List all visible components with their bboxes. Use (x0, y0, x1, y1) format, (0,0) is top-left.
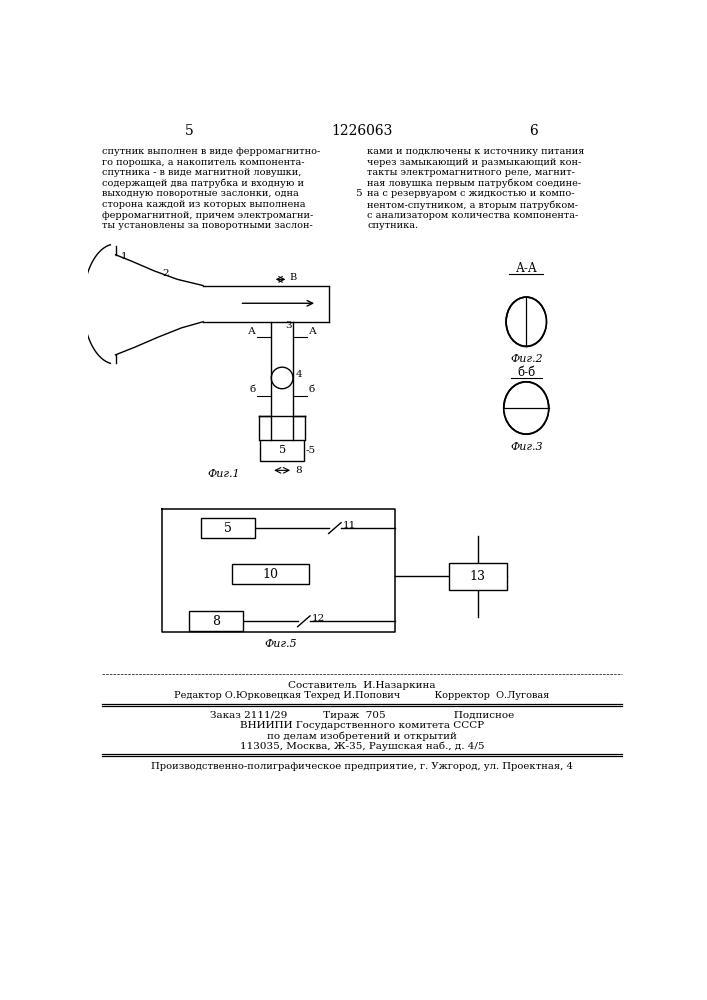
Text: А: А (308, 327, 316, 336)
Text: 5: 5 (185, 124, 194, 138)
Text: ками и подключены к источнику питания: ками и подключены к источнику питания (368, 147, 585, 156)
Text: 3: 3 (285, 321, 292, 330)
Text: 6: 6 (530, 124, 538, 138)
Bar (201, 518, 255, 538)
Text: 2: 2 (163, 269, 169, 278)
Text: Составитель  И.Назаркина: Составитель И.Назаркина (288, 681, 436, 690)
Text: го порошка, а накопитель компонента-: го порошка, а накопитель компонента- (103, 158, 305, 167)
Text: выходную поворотные заслонки, одна: выходную поворотные заслонки, одна (103, 189, 299, 198)
Text: 5: 5 (356, 189, 362, 198)
Wedge shape (504, 408, 549, 430)
Text: спутника - в виде магнитной ловушки,: спутника - в виде магнитной ловушки, (103, 168, 302, 177)
Ellipse shape (504, 382, 549, 434)
Text: В: В (290, 273, 297, 282)
Text: 8: 8 (296, 466, 302, 475)
Text: ты установлены за поворотными заслон-: ты установлены за поворотными заслон- (103, 221, 313, 230)
Text: через замыкающий и размыкающий кон-: через замыкающий и размыкающий кон- (368, 158, 582, 167)
Text: 1226063: 1226063 (332, 124, 392, 138)
Text: такты электромагнитного реле, магнит-: такты электромагнитного реле, магнит- (368, 168, 575, 177)
Text: сторона каждой из которых выполнена: сторона каждой из которых выполнена (103, 200, 306, 209)
Text: по делам изобретений и открытий: по делам изобретений и открытий (267, 731, 457, 741)
Ellipse shape (506, 297, 547, 346)
Text: 1: 1 (121, 252, 127, 261)
Bar (232, 564, 309, 584)
Wedge shape (526, 302, 547, 342)
Text: Производственно-полиграфическое предприятие, г. Ужгород, ул. Проектная, 4: Производственно-полиграфическое предприя… (151, 762, 573, 771)
Text: ВНИИПИ Государственного комитета СССР: ВНИИПИ Государственного комитета СССР (240, 721, 484, 730)
Text: Редактор О.Юрковецкая Техред И.Попович           Корректор  О.Луговая: Редактор О.Юрковецкая Техред И.Попович К… (175, 691, 549, 700)
Bar (189, 611, 243, 631)
Text: спутника.: спутника. (368, 221, 419, 230)
Text: с анализатором количества компонента-: с анализатором количества компонента- (368, 211, 578, 220)
Text: Фиг.1: Фиг.1 (208, 469, 240, 479)
Text: А: А (248, 327, 256, 336)
Text: 4: 4 (296, 370, 303, 379)
Bar (449, 563, 507, 590)
Text: 13: 13 (470, 570, 486, 583)
Text: ная ловушка первым патрубком соедине-: ная ловушка первым патрубком соедине- (368, 179, 581, 188)
Text: 11: 11 (343, 521, 356, 530)
Text: на с резервуаром с жидкостью и компо-: на с резервуаром с жидкостью и компо- (368, 189, 575, 198)
Text: А-А: А-А (515, 262, 537, 275)
Text: содержащей два патрубка и входную и: содержащей два патрубка и входную и (103, 179, 304, 188)
Text: спутник выполнен в виде ферромагнитно-: спутник выполнен в виде ферромагнитно- (103, 147, 320, 156)
Text: нентом-спутником, а вторым патрубком-: нентом-спутником, а вторым патрубком- (368, 200, 578, 210)
Text: Фиг.2: Фиг.2 (510, 354, 542, 364)
Text: -5: -5 (305, 446, 315, 455)
Text: Фиг.5: Фиг.5 (264, 639, 297, 649)
Text: 5: 5 (279, 445, 286, 455)
Text: ферромагнитной, причем электромагни-: ферромагнитной, причем электромагни- (103, 211, 314, 220)
Text: Фиг.3: Фиг.3 (510, 442, 542, 452)
Text: б-б: б-б (517, 366, 535, 379)
Text: 12: 12 (312, 614, 325, 623)
Bar (260, 440, 304, 461)
Text: 10: 10 (262, 568, 279, 581)
Text: б: б (308, 385, 315, 394)
Text: б: б (250, 385, 256, 394)
Text: Заказ 2111/29           Тираж  705                     Подписное: Заказ 2111/29 Тираж 705 Подписное (210, 711, 514, 720)
Text: 113035, Москва, Ж-35, Раушская наб., д. 4/5: 113035, Москва, Ж-35, Раушская наб., д. … (240, 741, 484, 751)
Text: 5: 5 (224, 522, 232, 535)
Text: 8: 8 (212, 615, 221, 628)
